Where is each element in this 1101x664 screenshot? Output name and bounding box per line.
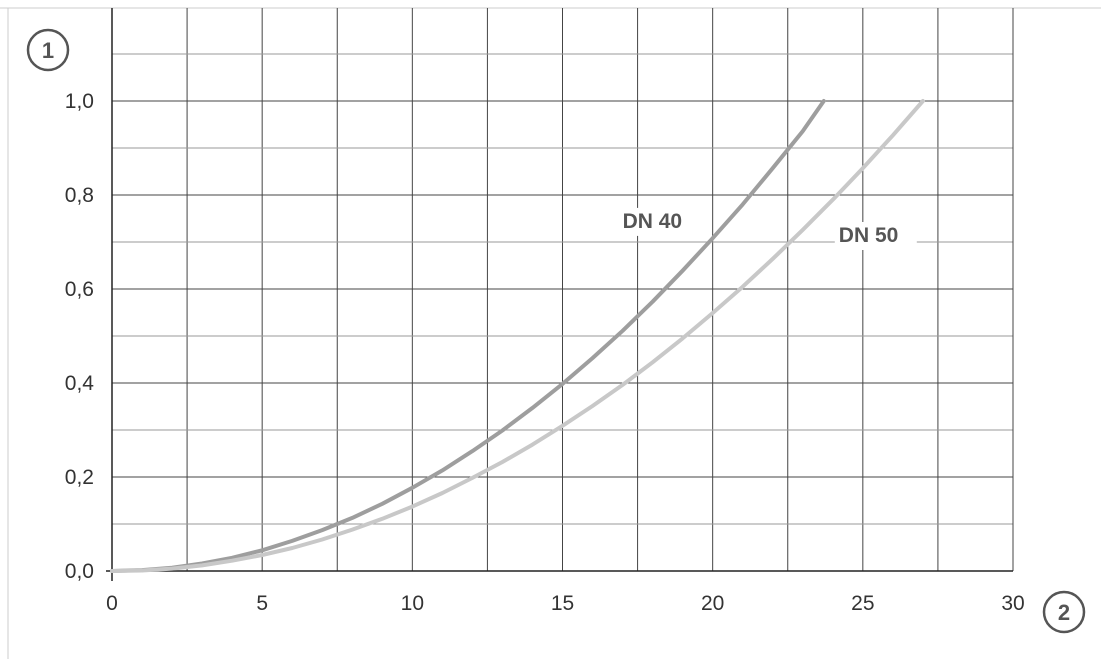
series-labels: DN 40 DN 50 [618,207,917,250]
series-line-dn-50 [110,99,925,573]
y-axis-marker: 1 [26,28,70,72]
y-tick-label: 0,4 [65,372,95,395]
y-tick-label: 0,8 [65,184,94,207]
series-label-background [834,222,917,250]
y-axis-marker-text: 1 [42,38,54,63]
tick-labels: 0 5 10 15 20 25 30 0,0 0,2 0,4 0,6 0,8 1,0 [65,90,1025,615]
y-tick-label: 1,0 [65,90,94,113]
x-axis-marker-text: 2 [1058,600,1070,625]
series-line-dn-40 [110,99,826,573]
axes [106,8,1013,581]
x-tick-label: 5 [256,592,268,615]
series-label-background [618,207,701,236]
x-tick-label: 30 [1001,592,1024,615]
series-label-dn-40: DN 40 [623,210,683,233]
grid-lines [111,8,1014,572]
x-tick-label: 15 [551,592,574,615]
y-tick-label: 0,2 [65,466,94,489]
y-tick-label: 0,6 [65,278,94,301]
x-tick-label: 0 [106,592,118,615]
series-label-dn-50: DN 50 [839,224,899,247]
x-axis-marker: 2 [1042,590,1086,634]
x-tick-label: 10 [401,592,424,615]
x-tick-label: 20 [701,592,724,615]
y-tick-label: 0,0 [65,560,94,583]
x-tick-label: 25 [851,592,874,615]
series-lines [110,99,925,573]
